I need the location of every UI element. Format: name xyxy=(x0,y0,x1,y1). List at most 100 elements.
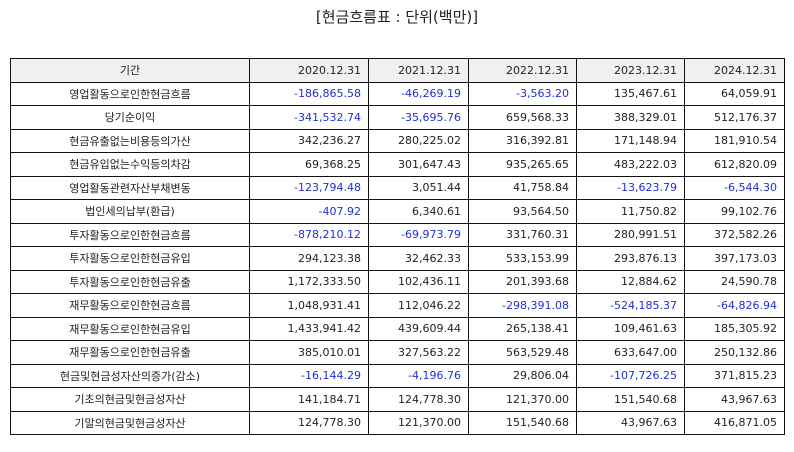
column-header-year: 2024.12.31 xyxy=(684,58,785,83)
table-cell-value: 141,184.71 xyxy=(249,387,369,412)
table-cell-value: 371,815.23 xyxy=(684,363,785,388)
table-cell-value: 12,884.62 xyxy=(576,269,685,294)
table-cell-value: 294,123.38 xyxy=(249,246,369,271)
table-cell-value: 109,461.63 xyxy=(576,316,685,341)
table-row: 재무활동으로인한현금흐름 1,048,931.41 112,046.22 -298,3… xyxy=(10,293,785,318)
cash-flow-table: 기간 2020.12.31 2021.12.31 2022.12.31 2023… xyxy=(10,58,785,435)
column-header-period: 기간 xyxy=(10,58,250,83)
table-row: 법인세의납부(환급) -407.92 6,340.61 93,564.50 11,750… xyxy=(10,199,785,224)
table-cell-value: 342,236.27 xyxy=(249,128,369,153)
table-row: 기말의현금및현금성자산 124,778.30 121,370.00 151,540.6… xyxy=(10,410,785,435)
table-cell-value: -35,695.76 xyxy=(368,105,469,130)
table-row: 투자활동으로인한현금유입 294,123.38 32,462.33 533,153.9… xyxy=(10,246,785,271)
table-cell-value: 102,436.11 xyxy=(368,269,469,294)
table-cell-value: 280,225.02 xyxy=(368,128,469,153)
row-label: 기초의현금및현금성자산 xyxy=(10,387,250,412)
column-header-year: 2023.12.31 xyxy=(576,58,685,83)
table-row: 현금유입없는수익등의차감 69,368.25 301,647.43 935,265.6… xyxy=(10,152,785,177)
table-cell-value: 385,010.01 xyxy=(249,340,369,365)
table-cell-value: -4,196.76 xyxy=(368,363,469,388)
table-row: 기초의현금및현금성자산 141,184.71 124,778.30 121,370.0… xyxy=(10,387,785,412)
row-label: 현금유출없는비용등의가산 xyxy=(10,128,250,153)
table-cell-value: -107,726.25 xyxy=(576,363,685,388)
table-row: 투자활동으로인한현금흐름 -878,210.12 -69,973.79 331,760… xyxy=(10,222,785,247)
table-cell-value: 397,173.03 xyxy=(684,246,785,271)
row-label: 법인세의납부(환급) xyxy=(10,199,250,224)
table-cell-value: 293,876.13 xyxy=(576,246,685,271)
row-label: 재무활동으로인한현금유입 xyxy=(10,316,250,341)
table-cell-value: 331,760.31 xyxy=(468,222,577,247)
table-cell-value: -13,623.79 xyxy=(576,175,685,200)
table-cell-value: 316,392.81 xyxy=(468,128,577,153)
table-cell-value: 935,265.65 xyxy=(468,152,577,177)
row-label: 재무활동으로인한현금흐름 xyxy=(10,293,250,318)
row-label: 현금유입없는수익등의차감 xyxy=(10,152,250,177)
table-cell-value: 69,368.25 xyxy=(249,152,369,177)
table-cell-value: 121,370.00 xyxy=(368,410,469,435)
table-row: 영업활동관련자산부채변동 -123,794.48 3,051.44 41,758.84… xyxy=(10,175,785,200)
column-header-year: 2022.12.31 xyxy=(468,58,577,83)
table-cell-value: 32,462.33 xyxy=(368,246,469,271)
table-cell-value: 185,305.92 xyxy=(684,316,785,341)
table-cell-value: 388,329.01 xyxy=(576,105,685,130)
table-cell-value: -64,826.94 xyxy=(684,293,785,318)
table-cell-value: -298,391.08 xyxy=(468,293,577,318)
table-cell-value: 124,778.30 xyxy=(368,387,469,412)
table-cell-value: 151,540.68 xyxy=(468,410,577,435)
row-label: 현금및현금성자산의증가(감소) xyxy=(10,363,250,388)
row-label: 영업활동으로인한현금흐름 xyxy=(10,81,250,106)
table-row: 재무활동으로인한현금유입 1,433,941.42 439,609.44 265,13… xyxy=(10,316,785,341)
table-row: 투자활동으로인한현금유출 1,172,333.50 102,436.11 201,39… xyxy=(10,269,785,294)
table-cell-value: 1,433,941.42 xyxy=(249,316,369,341)
table-cell-value: 659,568.33 xyxy=(468,105,577,130)
table-cell-value: 93,564.50 xyxy=(468,199,577,224)
table-cell-value: -878,210.12 xyxy=(249,222,369,247)
table-cell-value: -3,563.20 xyxy=(468,81,577,106)
table-cell-value: 11,750.82 xyxy=(576,199,685,224)
page-title: [현금흐름표 : 단위(백만)] xyxy=(315,8,479,26)
table-cell-value: 135,467.61 xyxy=(576,81,685,106)
table-cell-value: 301,647.43 xyxy=(368,152,469,177)
row-label: 당기순이익 xyxy=(10,105,250,130)
row-label: 투자활동으로인한현금유입 xyxy=(10,246,250,271)
row-label: 재무활동으로인한현금유출 xyxy=(10,340,250,365)
table-cell-value: 265,138.41 xyxy=(468,316,577,341)
table-cell-value: -46,269.19 xyxy=(368,81,469,106)
table-cell-value: 512,176.37 xyxy=(684,105,785,130)
table-cell-value: 181,910.54 xyxy=(684,128,785,153)
table-cell-value: -123,794.48 xyxy=(249,175,369,200)
table-cell-value: 439,609.44 xyxy=(368,316,469,341)
table-cell-value: -407.92 xyxy=(249,199,369,224)
table-cell-value: 201,393.68 xyxy=(468,269,577,294)
table-cell-value: 1,172,333.50 xyxy=(249,269,369,294)
table-body: 영업활동으로인한현금흐름 -186,865.58 -46,269.19 -3,563.… xyxy=(10,81,785,435)
table-cell-value: 24,590.78 xyxy=(684,269,785,294)
column-header-year: 2021.12.31 xyxy=(368,58,469,83)
table-row: 영업활동으로인한현금흐름 -186,865.58 -46,269.19 -3,563.… xyxy=(10,81,785,106)
table-header-row: 기간 2020.12.31 2021.12.31 2022.12.31 2023… xyxy=(10,58,785,83)
table-cell-value: 6,340.61 xyxy=(368,199,469,224)
table-cell-value: 112,046.22 xyxy=(368,293,469,318)
row-label: 투자활동으로인한현금흐름 xyxy=(10,222,250,247)
table-row: 현금유출없는비용등의가산 342,236.27 280,225.02 316,392.… xyxy=(10,128,785,153)
column-header-year: 2020.12.31 xyxy=(249,58,369,83)
table-cell-value: 43,967.63 xyxy=(684,387,785,412)
table-cell-value: 43,967.63 xyxy=(576,410,685,435)
table-cell-value: 64,059.91 xyxy=(684,81,785,106)
table-cell-value: -524,185.37 xyxy=(576,293,685,318)
table-cell-value: -341,532.74 xyxy=(249,105,369,130)
table-cell-value: 563,529.48 xyxy=(468,340,577,365)
table-cell-value: 327,563.22 xyxy=(368,340,469,365)
table-cell-value: 416,871.05 xyxy=(684,410,785,435)
table-cell-value: 250,132.86 xyxy=(684,340,785,365)
table-cell-value: 29,806.04 xyxy=(468,363,577,388)
row-label: 영업활동관련자산부채변동 xyxy=(10,175,250,200)
table-cell-value: 151,540.68 xyxy=(576,387,685,412)
table-cell-value: 612,820.09 xyxy=(684,152,785,177)
table-cell-value: -16,144.29 xyxy=(249,363,369,388)
table-cell-value: -6,544.30 xyxy=(684,175,785,200)
table-cell-value: 633,647.00 xyxy=(576,340,685,365)
table-cell-value: 124,778.30 xyxy=(249,410,369,435)
table-cell-value: 171,148.94 xyxy=(576,128,685,153)
table-cell-value: -69,973.79 xyxy=(368,222,469,247)
